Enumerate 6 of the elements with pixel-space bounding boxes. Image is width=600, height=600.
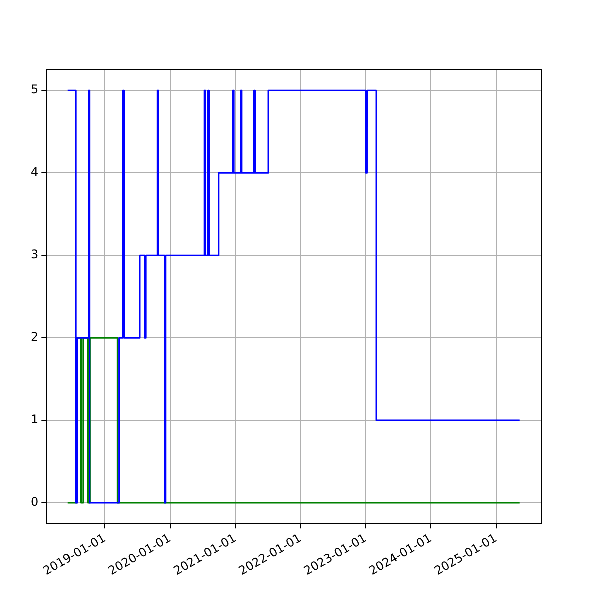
y-tick-label: 2 [30,330,39,344]
y-tick-label: 5 [30,82,39,97]
y-tick-label: 4 [30,165,39,180]
y-tick-label: 3 [30,248,39,262]
y-tick-label: 1 [30,412,39,427]
y-tick-label: 0 [30,495,39,510]
